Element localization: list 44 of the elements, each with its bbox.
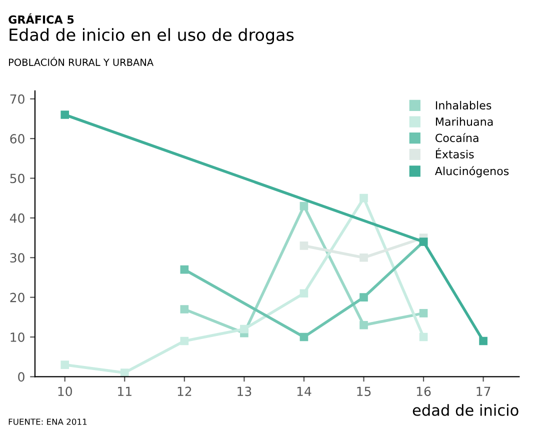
x-tick-label: 12 [178,386,192,396]
point [180,305,189,314]
x-tick-label: 16 [416,386,431,396]
point [180,265,189,274]
point [360,194,368,202]
x-tick-label: 17 [476,386,490,396]
point [300,242,308,250]
point [60,110,70,119]
point [360,253,368,262]
point [360,293,368,302]
point [60,360,70,369]
point [180,336,189,346]
legend-label: Alucinógenos [434,166,509,178]
y-tick-label: 20 [10,292,24,302]
x-tick-label: 13 [238,386,252,396]
point [120,368,129,377]
point [360,320,368,330]
x-tick-label: 15 [357,386,371,396]
y-tick-label: 30 [10,253,24,263]
text: POBLACIÓN RURAL Y URBANA [9,56,154,66]
point [300,289,308,298]
y-tick-label: 10 [10,332,24,342]
chart-subtitle: Edad de inicio en el uso de drogas [10,28,294,44]
point [300,202,308,210]
point [479,336,488,346]
legend-label: Inhalables [436,100,492,110]
y-tick-label: 50 [10,174,24,184]
x-axis-title: edad de inicio [412,404,518,416]
legend-label: Éxtasis [436,148,474,158]
legend-label: Marihuana [436,117,493,126]
source-note: FUENTE: ENA 2011 [8,418,87,425]
x-tick-label: 10 [58,386,72,396]
point [240,324,248,334]
x-tick-label: 11 [118,386,132,396]
y-tick-label: 0 [18,372,24,382]
y-tick-label: 70 [10,94,24,104]
legend-label: Cocaína [436,133,478,142]
point [300,332,308,342]
point [419,309,428,318]
chart-title: GRÁFICA 5 [8,13,74,24]
y-tick-label: 60 [10,134,24,144]
y-tick-label: 40 [10,213,24,223]
x-tick-label: 14 [297,386,312,396]
point [419,332,428,342]
